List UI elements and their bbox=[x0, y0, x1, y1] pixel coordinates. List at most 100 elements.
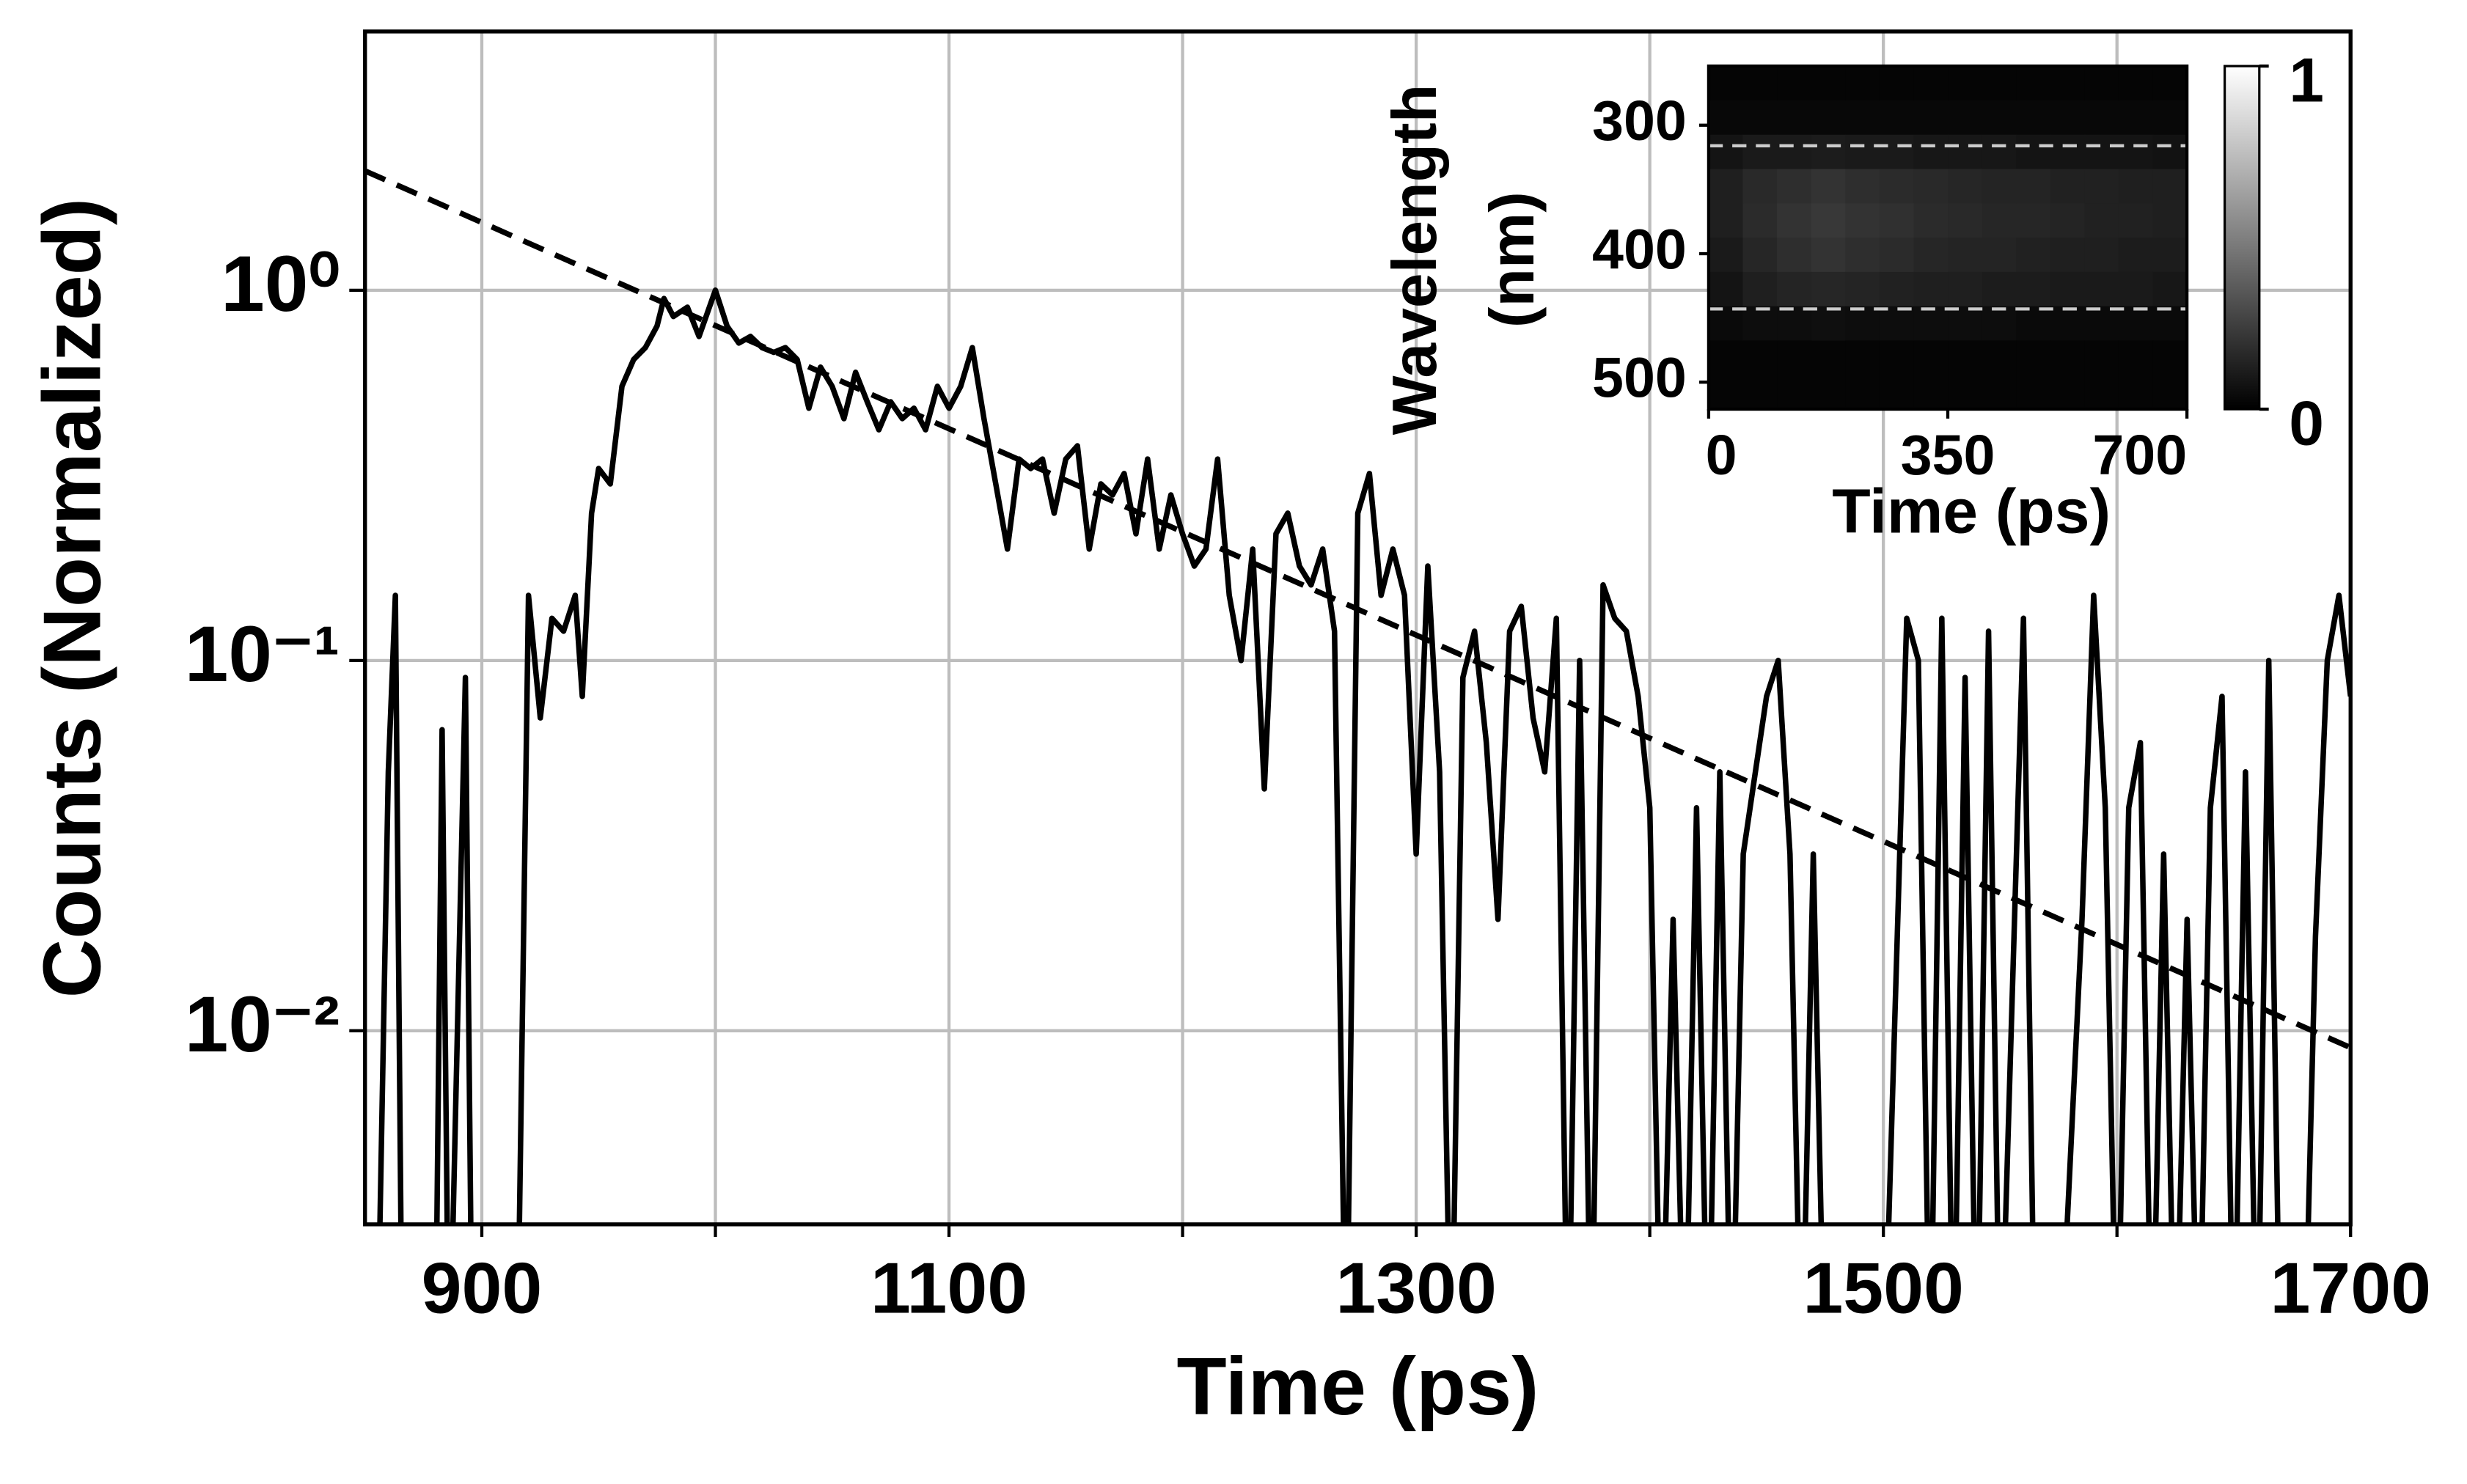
heatmap-cell bbox=[1913, 134, 1949, 170]
heatmap-cell bbox=[1708, 203, 1744, 239]
heatmap-cell bbox=[2050, 271, 2086, 307]
heatmap-cell bbox=[2016, 375, 2051, 411]
heatmap-cell bbox=[1777, 203, 1812, 239]
heatmap-cell bbox=[1845, 66, 1880, 102]
heatmap-cell bbox=[1879, 66, 1915, 102]
heatmap-cell bbox=[2152, 306, 2188, 342]
heatmap-cell bbox=[1913, 238, 1949, 273]
heatmap-cell bbox=[1845, 306, 1880, 342]
heatmap-cell bbox=[2050, 375, 2086, 411]
heatmap-cell bbox=[2050, 306, 2086, 342]
heatmap-cell bbox=[1777, 306, 1812, 342]
heatmap-cell bbox=[1742, 203, 1778, 239]
heatmap-cell bbox=[2118, 306, 2154, 342]
x-tick-label: 1300 bbox=[1335, 1247, 1497, 1328]
heatmap-cell bbox=[1913, 66, 1949, 102]
heatmap-cell bbox=[1811, 66, 1847, 102]
heatmap-cell bbox=[1777, 271, 1812, 307]
heatmap-cell bbox=[1879, 306, 1915, 342]
x-tick-label: 900 bbox=[422, 1247, 543, 1328]
heatmap-cell bbox=[1777, 100, 1812, 136]
heatmap-cell bbox=[2118, 169, 2154, 205]
heatmap-cell bbox=[2050, 169, 2086, 205]
heatmap-cell bbox=[2152, 340, 2188, 376]
heatmap-cell bbox=[2152, 271, 2188, 307]
heatmap-cell bbox=[2084, 169, 2120, 205]
heatmap-cell bbox=[1982, 203, 2017, 239]
heatmap-cell bbox=[1742, 375, 1778, 411]
x-axis-title: Time (ps) bbox=[1177, 1340, 1539, 1432]
heatmap-cell bbox=[1879, 169, 1915, 205]
heatmap-cell bbox=[2152, 100, 2188, 136]
heatmap-cell bbox=[1879, 375, 1915, 411]
heatmap-cell bbox=[1948, 66, 1983, 102]
heatmap-cell bbox=[1708, 169, 1744, 205]
heatmap-cell bbox=[1845, 134, 1880, 170]
colorbar bbox=[2223, 65, 2261, 411]
heatmap-cell bbox=[1811, 100, 1847, 136]
heatmap-cell bbox=[2084, 100, 2120, 136]
heatmap-cell bbox=[2118, 100, 2154, 136]
heatmap-cell bbox=[1742, 238, 1778, 273]
heatmap-cell bbox=[2118, 238, 2154, 273]
heatmap-cell bbox=[2084, 66, 2120, 102]
heatmap-cell bbox=[2152, 134, 2188, 170]
heatmap-cell bbox=[1777, 375, 1812, 411]
heatmap-cell bbox=[2050, 134, 2086, 170]
heatmap-cell bbox=[2016, 340, 2051, 376]
heatmap-cell bbox=[1708, 100, 1744, 136]
heatmap-cell bbox=[1708, 375, 1744, 411]
inset-y-title: (nm) bbox=[1477, 191, 1547, 328]
heatmap-cell bbox=[1742, 169, 1778, 205]
colorbar-tick-label: 1 bbox=[2289, 45, 2324, 116]
heatmap-cell bbox=[1913, 306, 1949, 342]
heatmap-cell bbox=[1948, 169, 1983, 205]
heatmap-cell bbox=[1913, 100, 1949, 136]
y-tick-label: 10⁻² bbox=[185, 980, 340, 1068]
heatmap-cell bbox=[1982, 340, 2017, 376]
heatmap-cell bbox=[2050, 100, 2086, 136]
heatmap-cell bbox=[2118, 271, 2154, 307]
heatmap-cell bbox=[1811, 169, 1847, 205]
heatmap-cell bbox=[1742, 66, 1778, 102]
inset-x-title: Time (ps) bbox=[1832, 477, 2111, 547]
heatmap-cell bbox=[1913, 169, 1949, 205]
heatmap-cell bbox=[1811, 306, 1847, 342]
y-tick-label: 10⁻¹ bbox=[185, 610, 340, 698]
heatmap-cell bbox=[2084, 375, 2120, 411]
heatmap-cell bbox=[2016, 169, 2051, 205]
heatmap-cell bbox=[1879, 134, 1915, 170]
heatmap-cell bbox=[1982, 169, 2017, 205]
heatmap-cell bbox=[1811, 375, 1847, 411]
heatmap-cell bbox=[1982, 134, 2017, 170]
heatmap-cell bbox=[1811, 134, 1847, 170]
fit-line bbox=[364, 168, 2351, 1051]
heatmap-cell bbox=[1879, 340, 1915, 376]
heatmap-cell bbox=[1982, 306, 2017, 342]
heatmap-cell bbox=[1777, 134, 1812, 170]
heatmap-cell bbox=[1982, 100, 2017, 136]
heatmap-cell bbox=[2152, 375, 2188, 411]
heatmap-cell bbox=[1845, 169, 1880, 205]
heatmap-cell bbox=[2016, 238, 2051, 273]
heatmap-cell bbox=[2084, 238, 2120, 273]
heatmap-cell bbox=[1845, 375, 1880, 411]
heatmap-cell bbox=[1811, 238, 1847, 273]
heatmap-cell bbox=[1948, 271, 1983, 307]
heatmap-cell bbox=[1948, 375, 1983, 411]
heatmap-cell bbox=[1879, 100, 1915, 136]
plot-frame bbox=[363, 29, 2353, 1227]
heatmap-cell bbox=[1913, 340, 1949, 376]
y-tick-label: 10⁰ bbox=[221, 240, 340, 328]
heatmap-cell bbox=[2152, 203, 2188, 239]
heatmap-cell bbox=[1708, 340, 1744, 376]
heatmap-cell bbox=[2084, 203, 2120, 239]
inset-y-tick-label: 500 bbox=[1592, 347, 1687, 410]
heatmap-cell bbox=[1777, 66, 1812, 102]
heatmap-cell bbox=[1811, 340, 1847, 376]
heatmap-cell bbox=[2016, 306, 2051, 342]
heatmap-cell bbox=[1777, 238, 1812, 273]
heatmap-cell bbox=[1913, 203, 1949, 239]
